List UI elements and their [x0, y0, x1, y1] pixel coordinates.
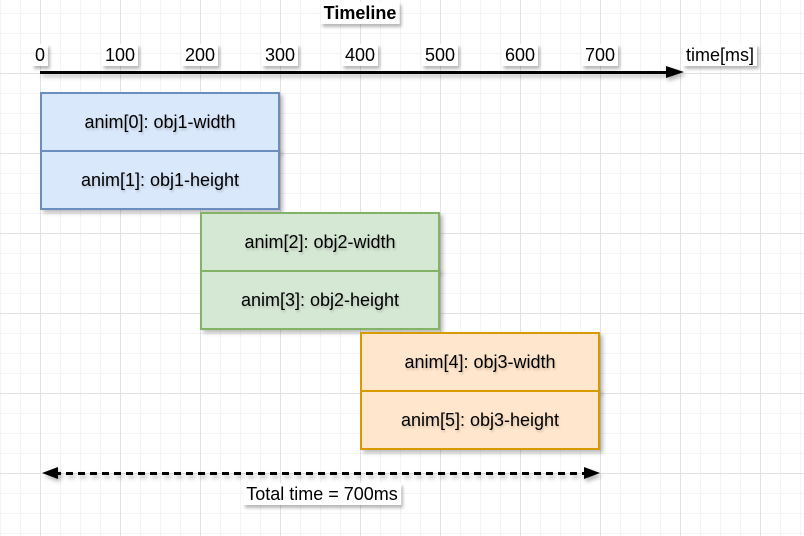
anim-bar-4[interactable]: anim[4]: obj3-width [360, 332, 600, 392]
axis-tick-300: 300 [261, 44, 299, 66]
anim-bar-0-label: anim[0]: obj1-width [84, 111, 236, 132]
dashed-line [54, 472, 588, 475]
axis-tick-200: 200 [181, 44, 219, 66]
anim-bar-0[interactable]: anim[0]: obj1-width [40, 92, 280, 152]
anim-bar-2[interactable]: anim[2]: obj2-width [200, 212, 440, 272]
diagram-title: Timeline [320, 2, 400, 24]
anim-bar-1[interactable]: anim[1]: obj1-height [40, 150, 280, 210]
time-axis-arrow [40, 65, 686, 81]
axis-tick-600: 600 [501, 44, 539, 66]
total-time-label: Total time = 700ms [243, 483, 401, 505]
anim-bar-3[interactable]: anim[3]: obj2-height [200, 270, 440, 330]
arrowhead-right-icon [584, 467, 600, 479]
anim-bar-4-label: anim[4]: obj3-width [404, 351, 556, 372]
axis-tick-700: 700 [581, 44, 619, 66]
axis-unit-label: time[ms] [682, 44, 758, 66]
anim-group-obj3: anim[4]: obj3-width anim[5]: obj3-height [360, 332, 600, 450]
axis-tick-500: 500 [421, 44, 459, 66]
axis-tick-0: 0 [31, 44, 49, 66]
axis-tick-100: 100 [101, 44, 139, 66]
axis-tick-400: 400 [341, 44, 379, 66]
anim-bar-5[interactable]: anim[5]: obj3-height [360, 390, 600, 450]
total-time-arrow [42, 466, 600, 480]
anim-bar-3-label: anim[3]: obj2-height [240, 289, 400, 310]
anim-group-obj2: anim[2]: obj2-width anim[3]: obj2-height [200, 212, 440, 330]
arrowhead-left-icon [42, 467, 58, 479]
anim-group-obj1: anim[0]: obj1-width anim[1]: obj1-height [40, 92, 280, 210]
anim-bar-2-label: anim[2]: obj2-width [244, 231, 396, 252]
anim-bar-5-label: anim[5]: obj3-height [400, 409, 560, 430]
time-axis-line [40, 71, 668, 74]
axis-arrowhead-icon [666, 66, 684, 78]
anim-bar-1-label: anim[1]: obj1-height [80, 169, 240, 190]
